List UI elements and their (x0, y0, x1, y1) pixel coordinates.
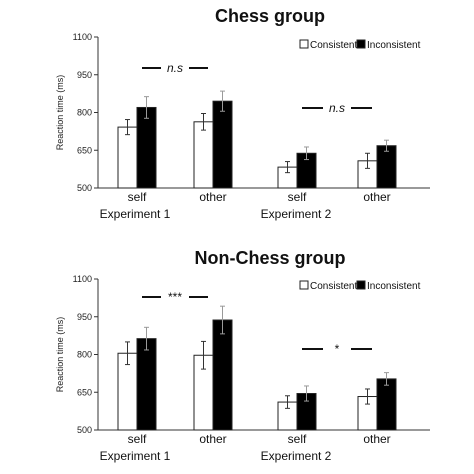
category-label: self (128, 432, 147, 446)
category-label: other (363, 190, 390, 204)
bar-inconsistent-other (212, 100, 233, 189)
y-tick-label: 650 (77, 387, 92, 397)
y-tick-label: 800 (77, 350, 92, 360)
bar-consistent-other (193, 121, 214, 189)
legend-swatch-inconsistent (356, 280, 366, 290)
y-tick-label: 500 (77, 425, 92, 435)
bar-inconsistent-self (136, 338, 157, 431)
significance-label: n.s (329, 101, 345, 115)
significance-label: * (335, 342, 340, 356)
bar-consistent-self (117, 126, 138, 189)
group-label: Experiment 2 (261, 207, 332, 221)
non-chess-group-panel: Non-Chess group 500 650 800 950 1100 Reaction… (55, 248, 430, 463)
bar-inconsistent-self (136, 106, 157, 189)
y-axis-label: Reaction time (ms) (55, 75, 65, 151)
chess-group-panel: Chess group 500 650 800 950 1100 Reaction tim… (55, 6, 430, 221)
bar-inconsistent-other (376, 378, 397, 431)
category-label: other (363, 432, 390, 446)
chart-title: Non-Chess group (195, 248, 346, 268)
legend-swatch-consistent (299, 280, 309, 290)
significance-label: *** (168, 290, 182, 304)
bar-inconsistent-other (376, 145, 397, 189)
y-tick-label: 1100 (73, 32, 92, 42)
group-label: Experiment 1 (100, 207, 171, 221)
significance-label: n.s (167, 61, 183, 75)
category-label: self (288, 432, 307, 446)
category-label: self (128, 190, 147, 204)
legend-label: Inconsistent (367, 40, 421, 51)
legend-label: Inconsistent (367, 281, 421, 292)
y-axis-label: Reaction time (ms) (55, 317, 65, 393)
group-label: Experiment 2 (261, 449, 332, 463)
y-tick-label: 650 (77, 145, 92, 155)
category-label: other (199, 190, 226, 204)
category-label: self (288, 190, 307, 204)
chart-title: Chess group (215, 6, 325, 26)
y-tick-label: 500 (77, 183, 92, 193)
legend-label: Consistent (310, 281, 357, 292)
group-label: Experiment 1 (100, 449, 171, 463)
legend-swatch-consistent (299, 39, 309, 49)
y-tick-label: 950 (77, 312, 92, 322)
y-tick-label: 800 (77, 108, 92, 118)
bar-inconsistent-other (212, 319, 233, 431)
legend-swatch-inconsistent (356, 39, 366, 49)
category-label: other (199, 432, 226, 446)
y-tick-label: 1100 (73, 274, 92, 284)
legend-label: Consistent (310, 40, 357, 51)
y-tick-label: 950 (77, 70, 92, 80)
